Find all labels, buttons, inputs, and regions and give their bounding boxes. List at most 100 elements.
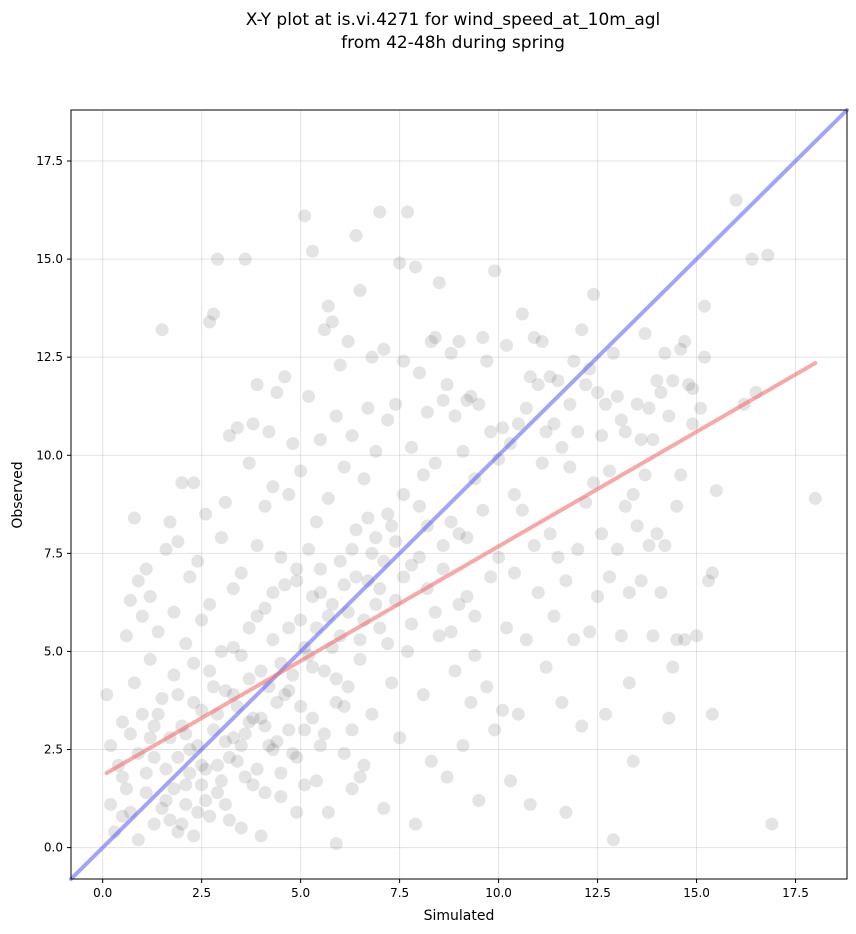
data-point [123,727,137,741]
data-point [381,637,395,651]
data-point [646,433,660,447]
data-point [626,488,640,501]
data-point [369,444,383,458]
data-point [503,774,517,788]
data-point [595,429,609,443]
x-tick-label: 5.0 [291,886,310,900]
y-tick-label: 15.0 [36,252,63,266]
data-point [634,433,648,447]
data-point [306,590,320,604]
data-point [397,354,411,368]
data-point [282,723,296,737]
data-point [666,660,680,674]
data-point [345,782,359,796]
data-point [282,488,296,501]
data-point [345,542,359,556]
data-point [353,633,367,647]
data-point [452,527,466,541]
data-point [159,762,173,776]
data-point [309,774,323,788]
data-point [159,542,173,556]
data-point [139,766,153,780]
data-point [115,809,129,823]
data-point [500,621,514,635]
data-point [147,719,161,733]
data-point [155,692,169,706]
data-point [337,578,351,592]
data-point [563,397,577,411]
data-point [563,460,577,474]
data-point [155,323,169,337]
data-point [598,397,612,411]
data-point [179,778,193,792]
data-point [686,417,700,431]
data-point [226,641,240,655]
chart-title-line-2: from 42-48h during spring [341,33,565,53]
data-point [602,464,616,478]
data-point [329,409,343,423]
data-point [163,515,177,529]
data-point [175,476,189,490]
data-point [373,205,387,219]
data-point [436,539,450,553]
data-point [808,491,822,505]
data-point [690,629,704,643]
data-point [135,707,149,721]
data-point [575,719,589,733]
data-point [195,778,209,792]
data-point [242,715,256,729]
y-tick-label: 17.5 [36,154,63,168]
data-point [697,350,711,364]
data-point [408,260,422,274]
data-point [183,766,197,780]
y-tick-label: 10.0 [36,448,63,462]
data-point [214,644,228,658]
data-point [642,539,656,553]
data-point [705,707,719,721]
data-point [203,664,217,678]
data-point [254,829,268,843]
data-point [313,562,327,576]
data-point [100,688,114,702]
data-point [329,672,343,686]
data-point [262,425,276,439]
data-point [678,334,692,348]
data-point [416,688,430,702]
data-point [171,825,185,839]
data-point [428,605,442,619]
data-point [313,433,327,447]
data-point [175,817,189,831]
data-point [701,574,715,588]
data-point [428,456,442,470]
data-point [119,782,133,796]
data-point [476,503,490,517]
data-point [531,586,545,600]
data-point [658,539,672,553]
data-point [123,593,137,607]
data-point [353,652,367,666]
data-point [313,739,327,753]
plot-frame [70,109,848,880]
data-point [210,758,224,772]
data-point [115,715,129,729]
data-point [143,590,157,604]
data-point [678,633,692,647]
data-point [511,707,525,721]
data-point [298,723,312,737]
data-point [567,354,581,368]
data-point [286,746,300,760]
data-point [210,786,224,800]
data-point [397,488,411,501]
data-point [317,727,331,741]
data-point [464,389,478,403]
data-point [448,409,462,423]
data-point [222,813,236,827]
data-point [127,511,141,525]
data-point [515,307,529,321]
data-point [321,805,335,819]
data-point [270,695,284,709]
data-point [484,425,498,439]
data-point [547,609,561,623]
data-point [250,762,264,776]
reference-lines [69,108,849,881]
